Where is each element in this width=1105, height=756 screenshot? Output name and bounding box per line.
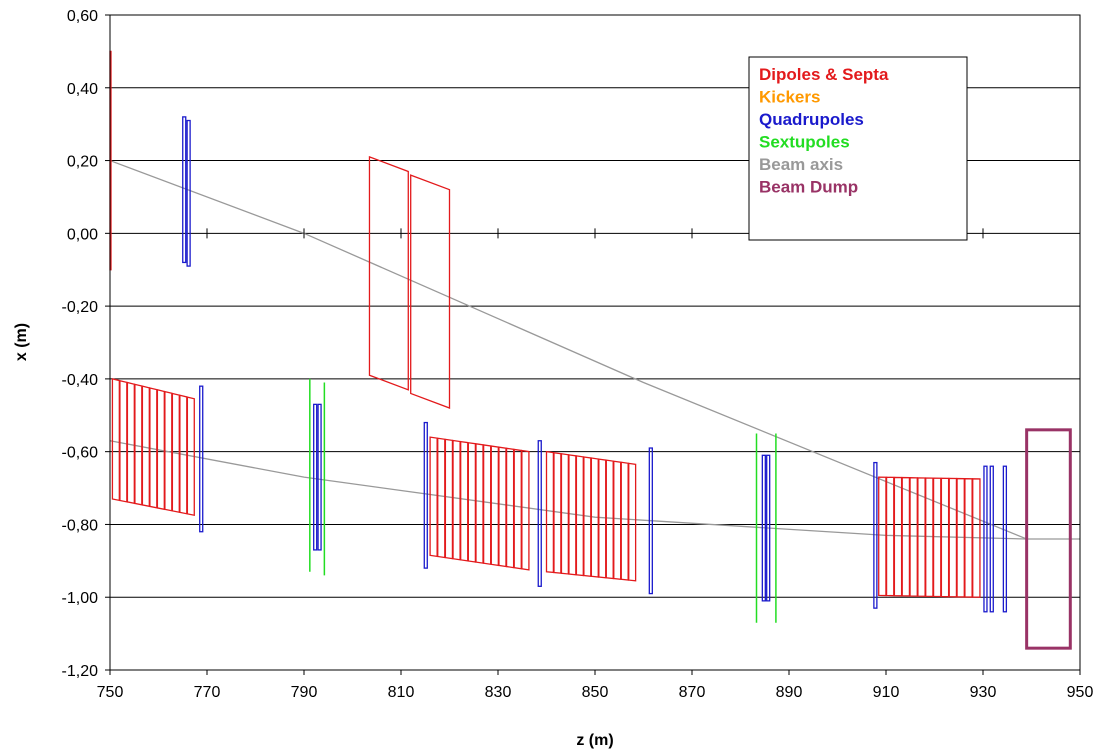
quadrupole [313,403,318,551]
x-tick-label: 930 [970,684,997,701]
legend-items: Dipoles & Septa Kickers Quadrupoles Sextupo… [759,65,889,197]
legend-box [748,56,968,241]
x-axis-title: z (m) [576,732,613,749]
y-tick-label: 0,00 [67,226,98,243]
x-tick-label: 950 [1067,684,1094,701]
legend-entry: Sextupoles [759,133,850,152]
quadrupole [766,454,771,602]
x-tick-label: 790 [291,684,318,701]
quadrupole [182,116,187,264]
dipole-segment [972,478,981,598]
dipole-segment [628,462,637,582]
quadrupole [537,440,542,587]
x-tick-label: 870 [679,684,706,701]
y-tick-label: 0,40 [67,81,98,98]
y-tick-label: -0,60 [62,445,99,462]
legend-entry: Beam axis [759,155,843,174]
data-layer [109,50,1080,650]
x-tick-label: 810 [388,684,415,701]
quadrupole [423,421,428,569]
x-tick-label: 750 [97,684,124,701]
dipole-segment [186,396,195,517]
legend: Dipoles & Septa Kickers Quadrupoles Sextupo… [748,56,968,241]
legend-entry: Beam Dump [759,178,858,197]
y-tick-label: -0,20 [62,299,99,316]
axes [105,14,1081,675]
y-tick-label: -0,40 [62,372,99,389]
x-tick-label: 770 [194,684,221,701]
quadrupole [983,465,988,613]
tick-labels: 0,60 0,40 0,20 0,00 -0,20 -0,40 -0,60 -0,80 -1,0… [62,8,1094,701]
quadrupole [199,385,204,533]
legend-entry: Kickers [759,88,820,107]
x-tick-label: 910 [873,684,900,701]
dipole-segment [521,449,530,571]
plot-border [109,14,1081,671]
y-axis-title: x (m) [13,323,30,361]
y-tick-label: -1,20 [62,663,99,680]
dipole-septum [410,174,451,409]
y-tick-label: -1,00 [62,590,99,607]
y-tick-label: 0,20 [67,154,98,171]
beam-axis-line [109,159,1080,540]
legend-entry: Quadrupoles [759,110,864,129]
quadrupole [186,119,191,267]
x-tick-label: 830 [485,684,512,701]
quadrupole [317,403,322,551]
x-tick-label: 850 [582,684,609,701]
quadrupole [873,461,878,609]
beam-dump [1025,428,1072,650]
quadrupole [1002,465,1008,613]
y-tick-label: -0,80 [62,517,99,534]
quadrupole [989,465,994,613]
x-tick-label: 890 [776,684,803,701]
quadrupole [761,454,766,602]
dipole-septum [368,155,409,391]
quadrupole [648,447,653,595]
y-tick-label: 0,60 [67,8,98,25]
legend-entry: Dipoles & Septa [759,65,889,84]
